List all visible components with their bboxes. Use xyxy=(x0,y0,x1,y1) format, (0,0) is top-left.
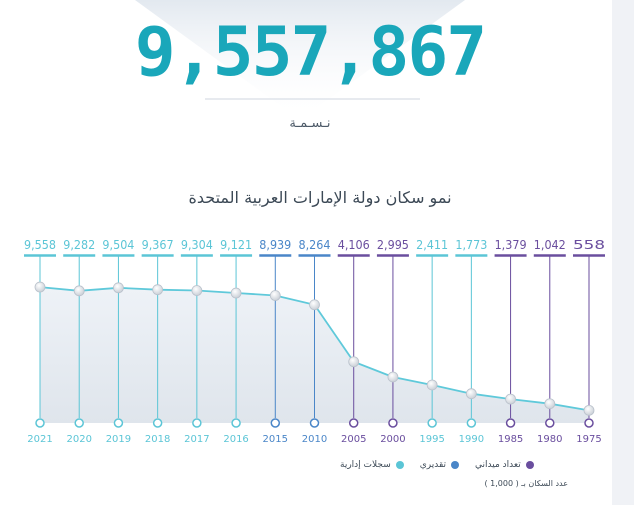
base-ring-2017 xyxy=(192,418,202,428)
base-ring-2020 xyxy=(74,418,84,428)
base-ring-2021 xyxy=(35,418,45,428)
right-edge-band xyxy=(612,0,634,505)
data-point-2016 xyxy=(230,287,242,299)
unit-note: عدد السكان بـ ( 1,000 ) xyxy=(484,479,568,488)
legend-label-census: تعداد ميداني xyxy=(475,460,521,470)
value-label-2005: 4,106 xyxy=(338,237,370,252)
legend-item-census: تعداد ميداني xyxy=(475,460,534,470)
base-ring-2019 xyxy=(113,418,124,428)
data-point-1995 xyxy=(426,379,438,391)
year-tick-label-1975: 1975 xyxy=(576,434,601,445)
value-label-1985: 1,379 xyxy=(495,237,527,252)
year-tick-label-2021: 2021 xyxy=(27,434,52,445)
value-label-2021: 9,558 xyxy=(24,237,56,252)
value-label-1995: 2,411 xyxy=(416,237,448,252)
base-ring-1975 xyxy=(584,418,594,428)
base-ring-1995 xyxy=(427,418,437,428)
base-ring-1990 xyxy=(466,418,477,428)
base-ring-2000 xyxy=(388,418,398,428)
year-tick-label-2018: 2018 xyxy=(145,434,170,445)
value-label-2015: 8,939 xyxy=(259,237,291,252)
base-ring-2018 xyxy=(152,418,163,428)
year-tick-label-1995: 1995 xyxy=(419,434,444,445)
data-point-2010 xyxy=(309,299,320,311)
base-ring-1985 xyxy=(505,418,516,428)
legend-swatch-admin xyxy=(395,461,404,469)
data-point-1975 xyxy=(583,404,595,416)
legend-swatch-estimate xyxy=(451,461,460,469)
population-unit-caption: نـسـمـة xyxy=(289,116,331,131)
year-tick-label-1980: 1980 xyxy=(537,434,562,445)
data-point-2005 xyxy=(348,356,360,368)
chart-legend: تعداد ميداني تقديري سجلات إدارية xyxy=(340,460,534,470)
base-ring-2016 xyxy=(231,418,241,428)
year-tick-label-2017: 2017 xyxy=(184,434,209,445)
data-point-2018 xyxy=(152,284,164,296)
value-label-2010: 8,264 xyxy=(299,237,331,252)
base-ring-2010 xyxy=(309,418,320,428)
value-label-2016: 9,121 xyxy=(220,237,252,252)
year-tick-label-2019: 2019 xyxy=(106,434,131,445)
year-tick-label-2005: 2005 xyxy=(341,434,366,445)
data-point-2017 xyxy=(191,285,203,296)
value-label-2019: 9,504 xyxy=(102,237,134,252)
total-population-number: 9,557,867 xyxy=(134,13,487,92)
value-label-2000: 2,995 xyxy=(377,237,409,252)
data-point-1985 xyxy=(505,393,516,405)
year-tick-label-2016: 2016 xyxy=(223,434,248,445)
value-label-1990: 1,773 xyxy=(455,237,487,252)
base-ring-2015 xyxy=(270,418,281,428)
legend-item-admin: سجلات إدارية xyxy=(340,460,404,470)
data-point-2000 xyxy=(387,371,399,383)
base-ring-2005 xyxy=(348,418,359,428)
legend-swatch-census xyxy=(525,461,534,469)
legend-label-estimate: تقديري xyxy=(419,460,447,470)
value-label-2017: 9,304 xyxy=(181,237,213,252)
year-tick-label-2015: 2015 xyxy=(263,434,288,445)
value-label-1980: 1,042 xyxy=(534,237,566,252)
value-label-2020: 9,282 xyxy=(63,237,95,252)
year-tick-label-2000: 2000 xyxy=(380,434,405,445)
year-tick-label-2020: 2020 xyxy=(66,434,91,445)
data-point-2020 xyxy=(73,285,85,297)
chart-title: نمو سكان دولة الإمارات العربية المتحدة xyxy=(188,188,452,207)
base-ring-1980 xyxy=(545,418,555,428)
header-triangle xyxy=(135,0,465,120)
data-point-1980 xyxy=(544,398,556,410)
year-tick-label-1985: 1985 xyxy=(498,434,523,445)
data-point-2021 xyxy=(34,281,46,293)
data-point-2019 xyxy=(113,282,124,294)
data-point-2015 xyxy=(269,290,281,301)
value-label-1975: 558 xyxy=(573,237,605,252)
year-tick-label-2010: 2010 xyxy=(302,434,327,445)
legend-item-estimate: تقديري xyxy=(419,460,460,470)
value-label-2018: 9,367 xyxy=(142,237,174,252)
legend-label-admin: سجلات إدارية xyxy=(340,460,391,470)
year-tick-label-1990: 1990 xyxy=(459,434,484,445)
data-point-1990 xyxy=(465,388,477,400)
